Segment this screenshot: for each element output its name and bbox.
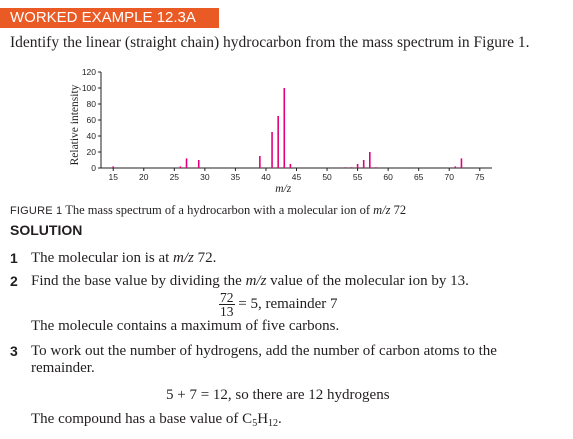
solution-heading: SOLUTION — [10, 222, 83, 238]
mass-spectrum-chart: 0 20 40 60 80 100 120 15 20 25 30 35 40 45 50 55 60 65 70 7… — [69, 67, 492, 195]
caption-text: The mass spectrum of a hydrocarbon with … — [65, 203, 407, 217]
y-tick-label: 20 — [87, 147, 97, 157]
x-tick-label: 55 — [353, 172, 363, 182]
worked-example-banner: WORKED EXAMPLE 12.3A — [0, 8, 219, 28]
y-tick-label: 100 — [82, 83, 96, 93]
fraction: 72 13 — [219, 290, 235, 320]
x-tick-label: 30 — [200, 172, 210, 182]
step-2-equation: 72 13 = 5, remainder 7 — [219, 290, 338, 320]
y-tick-label: 40 — [87, 131, 97, 141]
step-1-number: 1 — [10, 250, 18, 266]
question-prompt: Identify the linear (straight chain) hyd… — [10, 34, 530, 51]
figure-label: FIGURE 1 — [10, 205, 63, 217]
step-3-line-2: remainder. — [31, 360, 95, 376]
y-tick-label: 80 — [87, 99, 97, 109]
x-tick-label: 65 — [414, 172, 424, 182]
y-tick-label: 60 — [87, 115, 97, 125]
step-3-conclusion: The compound has a base value of C5H12. — [31, 411, 282, 429]
x-tick-label: 25 — [170, 172, 180, 182]
y-axis-title: Relative intensity — [69, 84, 81, 165]
x-tick-label: 70 — [445, 172, 455, 182]
step-2-followup: The molecule contains a maximum of five … — [31, 318, 340, 334]
y-tick-label: 0 — [91, 163, 96, 173]
step-3-line-1: To work out the number of hydrogens, add… — [31, 343, 497, 359]
x-tick-label: 75 — [475, 172, 485, 182]
x-tick-label: 35 — [231, 172, 241, 182]
y-tick-label: 120 — [82, 67, 96, 77]
step-3-number: 3 — [10, 343, 18, 359]
x-tick-label: 15 — [108, 172, 118, 182]
x-tick-label: 50 — [322, 172, 332, 182]
step-3-calculation: 5 + 7 = 12, so there are 12 hydrogens — [166, 387, 390, 403]
x-tick-label: 60 — [383, 172, 393, 182]
step-2-text: Find the base value by dividing the m/z … — [31, 273, 469, 289]
x-axis-title: m/z — [275, 183, 292, 195]
step-2-number: 2 — [10, 273, 18, 289]
figure-caption: FIGURE 1 The mass spectrum of a hydrocar… — [10, 203, 406, 218]
banner-label: WORKED EXAMPLE 12.3A — [10, 9, 196, 26]
x-tick-label: 45 — [292, 172, 302, 182]
step-1-text: The molecular ion is at m/z 72. — [31, 250, 217, 266]
x-tick-label: 20 — [139, 172, 149, 182]
x-tick-label: 40 — [261, 172, 271, 182]
